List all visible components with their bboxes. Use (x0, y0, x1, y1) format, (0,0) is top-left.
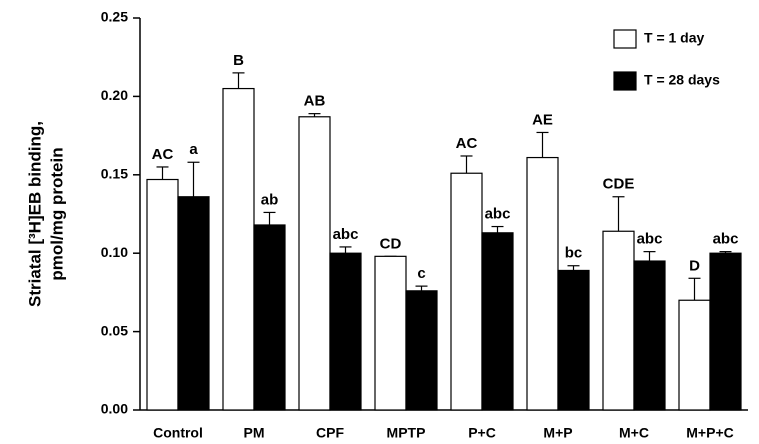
x-tick-label: Control (153, 425, 203, 441)
legend-swatch (613, 71, 637, 91)
significance-label: a (189, 141, 198, 158)
y-axis-label: Striatal [³H]EB binding, (25, 121, 44, 307)
significance-label: AE (532, 111, 553, 128)
bar (557, 269, 590, 411)
significance-label: abc (637, 231, 663, 248)
significance-label: CD (380, 235, 402, 252)
legend-swatch (613, 29, 637, 49)
significance-label: AC (456, 135, 478, 152)
y-tick-label: 0.15 (101, 166, 128, 182)
bar (709, 252, 742, 411)
y-tick-label: 0.20 (101, 87, 128, 103)
bar (450, 172, 483, 411)
bar (253, 224, 286, 411)
significance-label: CDE (603, 176, 635, 193)
x-tick-label: M+C (619, 425, 649, 441)
significance-label: B (233, 52, 244, 69)
bar (481, 232, 514, 411)
bar (222, 87, 255, 411)
y-tick-label: 0.25 (101, 9, 128, 25)
significance-label: abc (713, 231, 739, 248)
y-tick-label: 0.00 (101, 401, 128, 417)
significance-label: c (417, 265, 425, 282)
bar (298, 116, 331, 411)
y-tick-label: 0.05 (101, 322, 128, 338)
y-axis-label: pmol/mg protein (47, 147, 66, 280)
bar (329, 252, 362, 411)
significance-label: abc (333, 226, 359, 243)
x-tick-label: M+P+C (686, 425, 733, 441)
significance-label: ab (261, 191, 279, 208)
significance-label: D (689, 257, 700, 274)
x-tick-label: P+C (468, 425, 496, 441)
bar (633, 260, 666, 411)
significance-label: bc (565, 245, 583, 262)
significance-label: AC (152, 146, 174, 163)
significance-label: abc (485, 206, 511, 223)
bar (405, 290, 438, 411)
significance-label: AB (304, 93, 326, 110)
bar (146, 178, 179, 411)
x-tick-label: PM (244, 425, 265, 441)
y-tick-label: 0.10 (101, 244, 128, 260)
x-tick-label: M+P (543, 425, 572, 441)
bar (177, 196, 210, 411)
bar (374, 255, 407, 411)
legend-label: T = 28 days (644, 72, 720, 88)
x-tick-label: CPF (316, 425, 344, 441)
x-tick-label: MPTP (387, 425, 426, 441)
bar (526, 156, 559, 411)
bar (602, 230, 635, 411)
legend-label: T = 1 day (644, 30, 705, 46)
bar (678, 299, 711, 411)
